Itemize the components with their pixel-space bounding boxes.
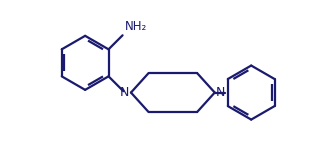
Text: N: N (120, 85, 129, 99)
Text: NH₂: NH₂ (125, 20, 147, 33)
Text: N: N (216, 85, 225, 99)
